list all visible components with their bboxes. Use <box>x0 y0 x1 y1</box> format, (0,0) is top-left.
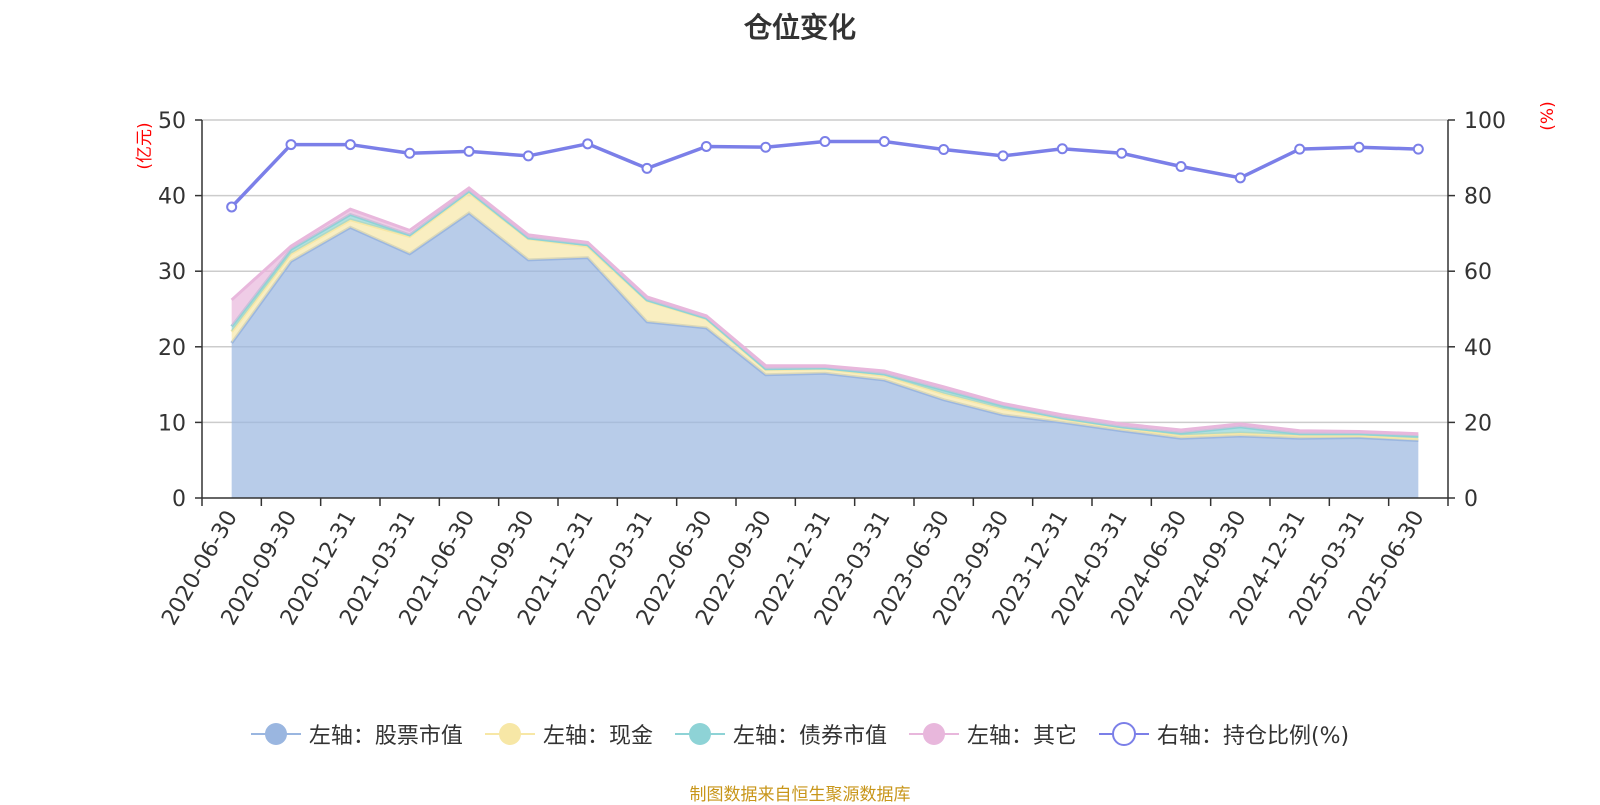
legend-circle-marker-icon <box>674 723 725 745</box>
ratio-point <box>1353 141 1365 153</box>
area-series-1 <box>231 192 1419 441</box>
legend-label: 右轴：持仓比例(%) <box>1156 724 1350 749</box>
right-axis-tick-label: 100 <box>1464 109 1506 134</box>
chart-title: 仓位变化 <box>743 11 856 44</box>
ratio-point <box>285 139 297 151</box>
left-axis-tick-label: 10 <box>158 411 186 436</box>
ratio-point <box>1175 160 1187 172</box>
ratio-point <box>1412 143 1424 155</box>
area-series-0 <box>231 212 1419 498</box>
legend-circle-marker-icon <box>908 723 959 745</box>
area-series-edge-3 <box>230 186 1419 436</box>
right-axis-tick-label: 20 <box>1464 411 1492 436</box>
legend-item[interactable]: 左轴：股票市值 <box>250 718 463 750</box>
ratio-point <box>819 136 831 148</box>
legend-line-marker-icon <box>1098 722 1149 746</box>
legend-item[interactable]: 左轴：其它 <box>908 718 1077 750</box>
legend-circle-marker-icon <box>484 723 535 745</box>
legend: 左轴：股票市值 左轴：现金 左轴：债券市值 左轴：其它 右轴：持仓比例(%) <box>0 718 1600 750</box>
right-axis-unit-label: (%) <box>1538 101 1558 130</box>
ratio-point <box>522 150 534 162</box>
ratio-point <box>641 162 653 174</box>
left-axis-tick-label: 0 <box>172 487 186 512</box>
left-axis-tick-label: 50 <box>158 109 186 134</box>
legend-item[interactable]: 右轴：持仓比例(%) <box>1098 718 1350 750</box>
ratio-line-layer <box>226 136 1424 213</box>
right-axis-tick-label: 0 <box>1464 487 1478 512</box>
ratio-point <box>582 138 594 150</box>
ratio-point <box>700 140 712 152</box>
right-axis-tick-label: 80 <box>1464 185 1492 210</box>
legend-circle-marker-icon <box>250 723 301 745</box>
left-axis-unit-label: (亿元) <box>135 122 155 169</box>
ratio-point <box>463 145 475 157</box>
axis-layer <box>195 119 1455 506</box>
area-series-3 <box>231 188 1419 437</box>
area-layer <box>230 186 1419 498</box>
ratio-point <box>344 139 356 151</box>
legend-item[interactable]: 左轴：现金 <box>484 718 653 750</box>
left-axis-tick-label: 20 <box>158 336 186 361</box>
legend-label: 左轴：现金 <box>542 724 653 749</box>
right-axis-tick-label: 60 <box>1464 260 1492 285</box>
left-axis-tick-label: 40 <box>158 185 186 210</box>
ratio-point <box>404 147 416 159</box>
ratio-point <box>1116 147 1128 159</box>
legend-label: 左轴：股票市值 <box>308 724 463 749</box>
ratio-point <box>760 141 772 153</box>
legend-item[interactable]: 左轴：债券市值 <box>674 718 887 750</box>
ratio-point <box>1294 143 1306 155</box>
legend-label: 左轴：其它 <box>966 724 1077 749</box>
ratio-point <box>1234 172 1246 184</box>
ratio-point <box>1056 143 1068 155</box>
ratio-point <box>878 136 890 148</box>
left-axis-tick-label: 30 <box>158 260 186 285</box>
source-note: 制图数据来自恒生聚源数据库 <box>689 785 911 805</box>
ratio-point <box>226 201 238 213</box>
ratio-point <box>997 150 1009 162</box>
legend-label: 左轴：债券市值 <box>732 724 887 749</box>
ratio-point <box>938 143 950 155</box>
right-axis-tick-label: 40 <box>1464 336 1492 361</box>
